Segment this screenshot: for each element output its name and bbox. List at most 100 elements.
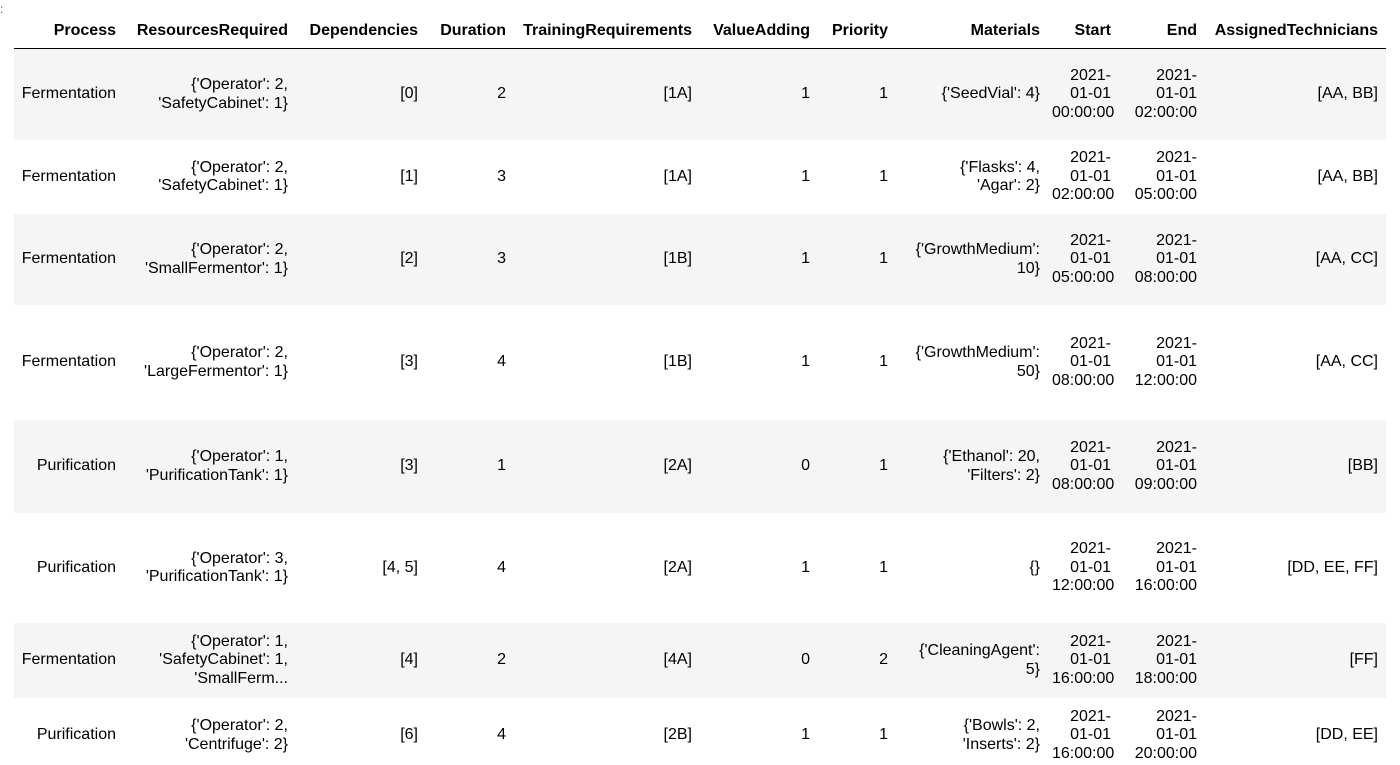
cell-priority: 1 — [818, 698, 896, 765]
cell-process: Purification — [14, 513, 124, 623]
cell-training-requirements: [2A] — [514, 420, 700, 513]
table-row: Fermentation {'Operator': 2, 'SafetyCabi… — [14, 140, 1386, 214]
cell-value-adding: 1 — [700, 48, 818, 140]
cell-start: 2021- 01-01 16:00:00 — [1048, 698, 1119, 765]
cell-end: 2021- 01-01 16:00:00 — [1119, 513, 1205, 623]
cell-value-adding: 0 — [700, 420, 818, 513]
cell-value-adding: 0 — [700, 623, 818, 698]
cell-materials: {} — [896, 513, 1048, 623]
cell-end: 2021- 01-01 05:00:00 — [1119, 140, 1205, 214]
cell-start: 2021- 01-01 16:00:00 — [1048, 623, 1119, 698]
cell-training-requirements: [1B] — [514, 214, 700, 305]
column-header-dependencies: Dependencies — [296, 14, 426, 49]
cell-end: 2021- 01-01 02:00:00 — [1119, 48, 1205, 140]
cell-priority: 1 — [818, 420, 896, 513]
column-header-duration: Duration — [426, 14, 514, 49]
cell-priority: 1 — [818, 305, 896, 420]
table-row: Fermentation {'Operator': 2, 'LargeFerme… — [14, 305, 1386, 420]
cell-assigned-technicians: [DD, EE, FF] — [1205, 513, 1386, 623]
cell-end: 2021- 01-01 08:00:00 — [1119, 214, 1205, 305]
cell-duration: 3 — [426, 214, 514, 305]
cell-resources-required: {'Operator': 2, 'SafetyCabinet': 1} — [124, 140, 296, 214]
cell-start: 2021- 01-01 05:00:00 — [1048, 214, 1119, 305]
column-header-process: Process — [14, 14, 124, 49]
cell-process: Fermentation — [14, 305, 124, 420]
column-header-end: End — [1119, 14, 1205, 49]
cell-resources-required: {'Operator': 1, 'PurificationTank': 1} — [124, 420, 296, 513]
cell-assigned-technicians: [AA, BB] — [1205, 140, 1386, 214]
cell-process: Fermentation — [14, 623, 124, 698]
header-row: Process ResourcesRequired Dependencies D… — [14, 14, 1386, 49]
cell-duration: 4 — [426, 513, 514, 623]
cell-materials: {'Flasks': 4, 'Agar': 2} — [896, 140, 1048, 214]
table-body: Fermentation {'Operator': 2, 'SafetyCabi… — [14, 48, 1386, 765]
cell-value-adding: 1 — [700, 698, 818, 765]
cell-end: 2021- 01-01 09:00:00 — [1119, 420, 1205, 513]
cell-resources-required: {'Operator': 2, 'SafetyCabinet': 1} — [124, 48, 296, 140]
cell-end: 2021- 01-01 12:00:00 — [1119, 305, 1205, 420]
cell-training-requirements: [1A] — [514, 140, 700, 214]
cell-priority: 1 — [818, 48, 896, 140]
cell-start: 2021- 01-01 02:00:00 — [1048, 140, 1119, 214]
cell-value-adding: 1 — [700, 214, 818, 305]
cell-end: 2021- 01-01 18:00:00 — [1119, 623, 1205, 698]
cell-materials: {'GrowthMedium': 50} — [896, 305, 1048, 420]
cell-training-requirements: [1B] — [514, 305, 700, 420]
cell-process: Fermentation — [14, 214, 124, 305]
cell-assigned-technicians: [AA, CC] — [1205, 305, 1386, 420]
cell-dependencies: [2] — [296, 214, 426, 305]
cell-resources-required: {'Operator': 2, 'Centrifuge': 2} — [124, 698, 296, 765]
cell-start: 2021- 01-01 12:00:00 — [1048, 513, 1119, 623]
cell-start: 2021- 01-01 08:00:00 — [1048, 420, 1119, 513]
table-row: Fermentation {'Operator': 2, 'SmallFerme… — [14, 214, 1386, 305]
cell-duration: 3 — [426, 140, 514, 214]
table-row: Fermentation {'Operator': 1, 'SafetyCabi… — [14, 623, 1386, 698]
cell-training-requirements: [2B] — [514, 698, 700, 765]
column-header-value-adding: ValueAdding — [700, 14, 818, 49]
cell-materials: {'SeedVial': 4} — [896, 48, 1048, 140]
table-row: Purification {'Operator': 3, 'Purificati… — [14, 513, 1386, 623]
cell-value-adding: 1 — [700, 140, 818, 214]
dataframe-table: Process ResourcesRequired Dependencies D… — [14, 14, 1386, 765]
cell-dependencies: [0] — [296, 48, 426, 140]
cell-start: 2021- 01-01 00:00:00 — [1048, 48, 1119, 140]
cell-materials: {'Bowls': 2, 'Inserts': 2} — [896, 698, 1048, 765]
cell-priority: 1 — [818, 214, 896, 305]
cell-value-adding: 1 — [700, 513, 818, 623]
table-header: Process ResourcesRequired Dependencies D… — [14, 14, 1386, 49]
cell-process: Purification — [14, 698, 124, 765]
cell-dependencies: [4, 5] — [296, 513, 426, 623]
cell-priority: 1 — [818, 513, 896, 623]
cell-training-requirements: [4A] — [514, 623, 700, 698]
cell-assigned-technicians: [BB] — [1205, 420, 1386, 513]
cell-resources-required: {'Operator': 2, 'SmallFermentor': 1} — [124, 214, 296, 305]
cell-assigned-technicians: [FF] — [1205, 623, 1386, 698]
column-header-training-requirements: TrainingRequirements — [514, 14, 700, 49]
cell-assigned-technicians: [AA, BB] — [1205, 48, 1386, 140]
column-header-materials: Materials — [896, 14, 1048, 49]
cell-dependencies: [3] — [296, 420, 426, 513]
cell-dependencies: [6] — [296, 698, 426, 765]
cell-resources-required: {'Operator': 1, 'SafetyCabinet': 1, 'Sma… — [124, 623, 296, 698]
cell-prompt-mark: : — [0, 2, 4, 16]
cell-duration: 4 — [426, 305, 514, 420]
cell-materials: {'GrowthMedium': 10} — [896, 214, 1048, 305]
cell-process: Fermentation — [14, 140, 124, 214]
cell-duration: 4 — [426, 698, 514, 765]
cell-dependencies: [3] — [296, 305, 426, 420]
cell-assigned-technicians: [AA, CC] — [1205, 214, 1386, 305]
cell-materials: {'Ethanol': 20, 'Filters': 2} — [896, 420, 1048, 513]
cell-materials: {'CleaningAgent': 5} — [896, 623, 1048, 698]
column-header-assigned-technicians: AssignedTechnicians — [1205, 14, 1386, 49]
table-row: Purification {'Operator': 2, 'Centrifuge… — [14, 698, 1386, 765]
cell-assigned-technicians: [DD, EE] — [1205, 698, 1386, 765]
cell-training-requirements: [1A] — [514, 48, 700, 140]
column-header-resources-required: ResourcesRequired — [124, 14, 296, 49]
column-header-priority: Priority — [818, 14, 896, 49]
column-header-start: Start — [1048, 14, 1119, 49]
cell-resources-required: {'Operator': 2, 'LargeFermentor': 1} — [124, 305, 296, 420]
cell-end: 2021- 01-01 20:00:00 — [1119, 698, 1205, 765]
cell-priority: 2 — [818, 623, 896, 698]
cell-dependencies: [1] — [296, 140, 426, 214]
